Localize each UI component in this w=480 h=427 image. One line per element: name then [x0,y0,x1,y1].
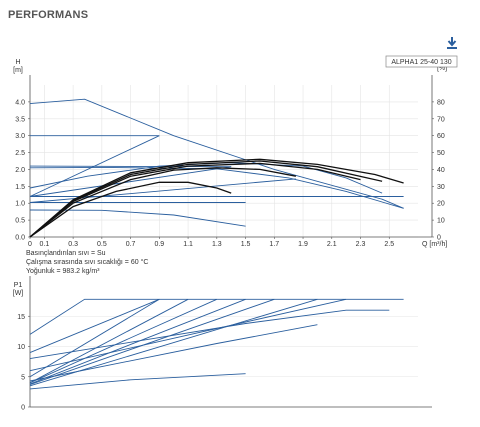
series-line [29,298,318,387]
note-fluid: Basınçlandırılan sıvı = Su [26,250,106,257]
y-tick-label: 0.0 [15,235,25,242]
x-tick-label: 1.5 [241,241,251,248]
x-tick-label: 2.1 [327,241,337,248]
y-tick-label: 5 [21,374,25,381]
x-tick-label: 0.5 [97,241,107,248]
y-tick-label: 0 [21,405,25,412]
note-density: Yoğunluk = 983.2 kg/m³ [26,268,100,275]
x-axis-label: Q [m³/h] [422,241,447,248]
y2-tick-label: 30 [437,184,445,191]
y-tick-label: 3.5 [15,116,25,123]
y-tick-label: 2.5 [15,150,25,157]
x-tick-label: 2.3 [356,241,366,248]
y2-tick-label: 20 [437,201,445,208]
series-line [29,167,297,238]
series-line [29,166,404,209]
series-line [29,298,217,384]
y-tick-label: 0.5 [15,218,25,225]
x-tick-label: 0.9 [154,241,164,248]
power-chart: 0 5 10 15 P1[W] [13,276,432,412]
y-tick-label: 10 [17,344,25,351]
x-tick-label: 0.7 [126,241,136,248]
series-line [29,162,361,238]
series-line [29,298,275,386]
x-tick-label: 1.3 [212,241,222,248]
series-line [29,98,404,209]
series-line [29,298,347,372]
y-tick-label: 1.5 [15,184,25,191]
y-tick-label: 4.0 [15,99,25,106]
series-line [29,298,160,354]
x-tick-label: 0 [28,241,32,248]
y-tick-label: 1.0 [15,201,25,208]
series-line [29,298,189,384]
y-axis-unit: [m] [13,67,23,74]
p-axis-unit: [W] [13,290,24,297]
y2-tick-label: 0 [437,235,441,242]
y2-tick-label: 80 [437,99,445,106]
x-tick-label: 0.3 [68,241,78,248]
y2-tick-label: 50 [437,150,445,157]
note-temperature: Çalışma sırasında sıvı sıcaklığı = 60 °C [26,259,149,266]
series-line [29,298,246,385]
y2-tick-label: 70 [437,116,445,123]
series-line [29,181,232,238]
series-line [29,309,390,360]
series-line [29,160,383,238]
y2-axis-unit: [%] [437,65,447,72]
head-chart: 0.0 0.5 1.0 1.5 2.0 2.5 3.0 3.5 4.0 0 0.1 0.3 0.5 0.7… [13,55,458,248]
series-line [29,158,404,238]
y2-tick-label: 10 [437,218,445,225]
series-line [29,165,232,168]
p-axis-label: P1 [14,282,23,289]
x-tick-label: 1.7 [269,241,279,248]
x-tick-label: 0.1 [40,241,50,248]
y-tick-label: 2.0 [15,167,25,174]
series-line [29,373,246,390]
x-tick-label: 1.9 [298,241,308,248]
product-label: ALPHA1 25-40 130 [391,59,451,66]
series-line [29,298,404,335]
x-tick-label: 2.5 [384,241,394,248]
y2-tick-label: 40 [437,167,445,174]
series-line [29,324,318,382]
page-title: PERFORMANS [8,9,89,21]
series-line [29,166,232,197]
series-line [29,298,160,378]
y-tick-label: 15 [17,314,25,321]
download-icon[interactable] [446,36,458,50]
y-axis-label: H [15,59,20,66]
product-label-box [385,55,458,68]
y-tick-label: 3.0 [15,133,25,140]
series-line [29,209,246,227]
x-tick-label: 1.1 [183,241,193,248]
y2-tick-label: 60 [437,133,445,140]
